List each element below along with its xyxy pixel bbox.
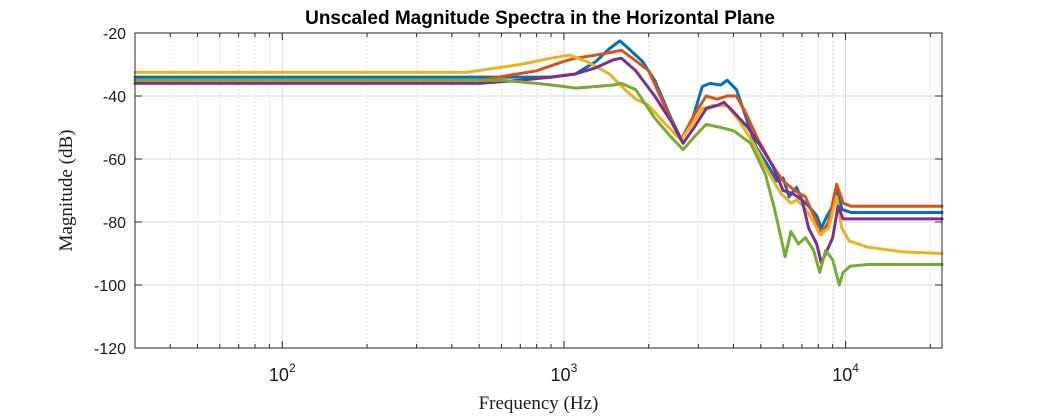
x-tick-label-base: 10 <box>832 365 852 385</box>
series-line-1 <box>133 39 944 230</box>
series-group <box>133 39 944 287</box>
y-axis-label: Magnitude (dB) <box>56 130 77 252</box>
x-tick-label-base: 10 <box>269 365 289 385</box>
y-axis-ticks: -20 -40 -60 -80 -100 -120 <box>94 26 942 358</box>
x-axis-label: Frequency (Hz) <box>479 393 599 414</box>
y-tick-label: -100 <box>94 278 126 295</box>
y-tick-label: -20 <box>103 26 126 43</box>
y-tick-label: -40 <box>103 89 126 106</box>
chart-title: Unscaled Magnitude Spectra in the Horizo… <box>305 8 775 29</box>
series-line-5 <box>133 78 944 287</box>
axes-frame <box>134 32 943 349</box>
x-tick-label-base: 10 <box>551 365 571 385</box>
x-tick-label: 103 <box>551 361 578 385</box>
x-tick-label-exponent: 3 <box>571 361 578 375</box>
y-tick-label: -60 <box>103 152 126 169</box>
x-tick-label: 102 <box>269 361 296 385</box>
x-tick-label: 104 <box>832 361 859 385</box>
y-tick-label: -80 <box>103 215 126 232</box>
y-tick-label: -120 <box>94 341 126 358</box>
x-tick-label-exponent: 4 <box>852 361 859 375</box>
x-tick-label-exponent: 2 <box>289 361 296 375</box>
x-axis-ticks: 102 103 104 <box>134 33 931 385</box>
